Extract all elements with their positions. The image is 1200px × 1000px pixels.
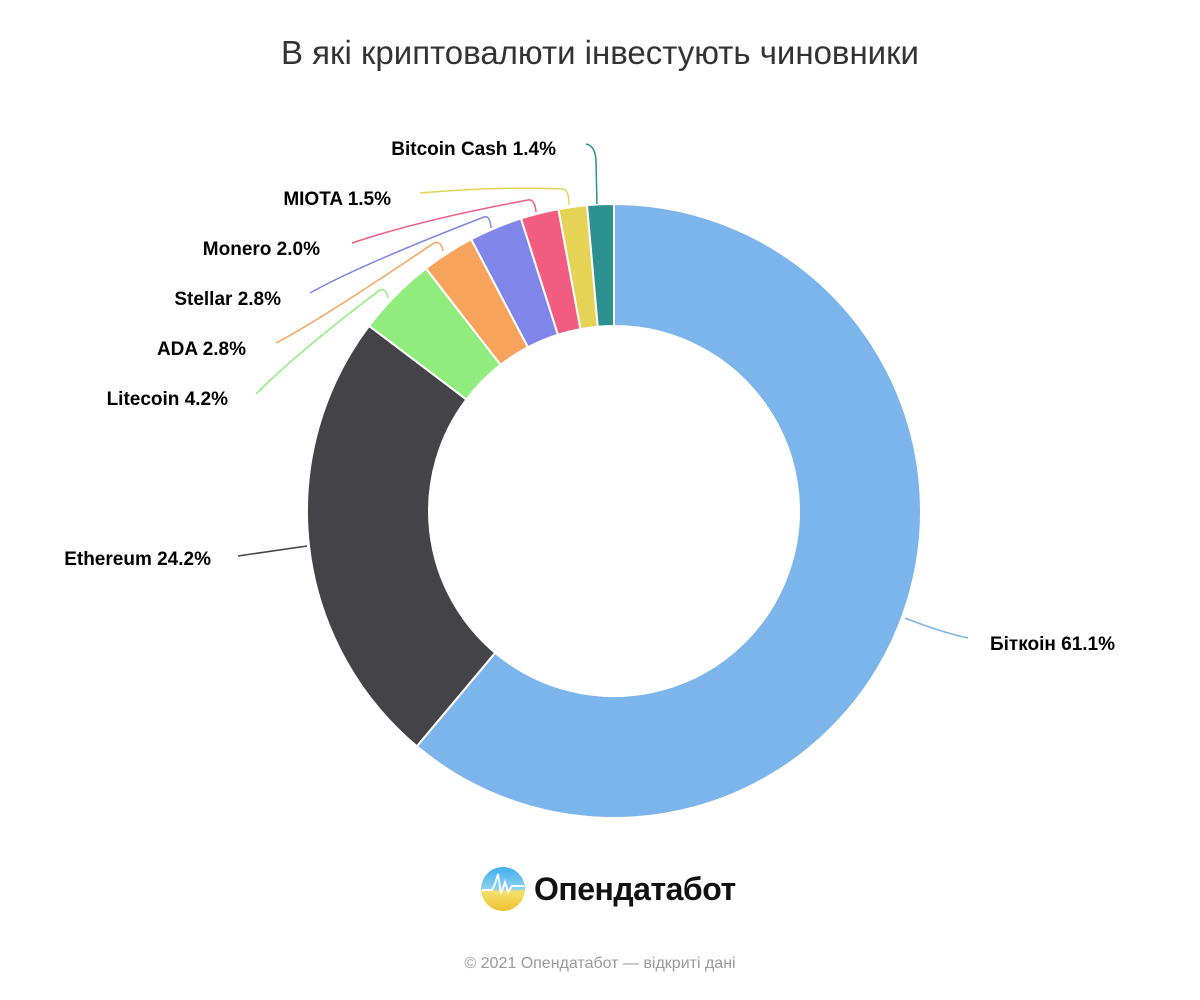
data-label: Біткоін 61.1%	[990, 634, 1115, 655]
connector-line	[419, 187, 570, 206]
data-label: Monero 2.0%	[203, 239, 320, 260]
data-label: Stellar 2.8%	[174, 289, 281, 310]
slice-bitcoin-cash[interactable]	[585, 202, 615, 328]
data-label: Ethereum 24.2%	[64, 549, 211, 570]
slice-біткоін[interactable]	[415, 202, 922, 819]
connector-line	[275, 241, 444, 344]
data-label: ADA 2.8%	[157, 339, 246, 360]
connector-line	[351, 199, 537, 244]
brand-logo: Опендатабот	[480, 866, 736, 912]
opendatabot-logo-icon	[481, 867, 525, 911]
slice-ethereum[interactable]	[306, 324, 497, 748]
connector-line	[585, 143, 598, 205]
connector-line	[237, 545, 308, 557]
data-label: MIOTA 1.5%	[283, 189, 391, 210]
connector-line	[904, 617, 969, 639]
data-label: Bitcoin Cash 1.4%	[391, 139, 556, 160]
chart-title: В які криптовалюти інвестують чиновники	[280, 34, 919, 71]
brand-name: Опендатабот	[534, 870, 736, 907]
connector-line	[309, 215, 492, 294]
connector-line	[255, 288, 389, 395]
footer-credit: © 2021 Опендатабот — відкриті дані	[464, 955, 736, 972]
data-label: Litecoin 4.2%	[107, 389, 229, 410]
